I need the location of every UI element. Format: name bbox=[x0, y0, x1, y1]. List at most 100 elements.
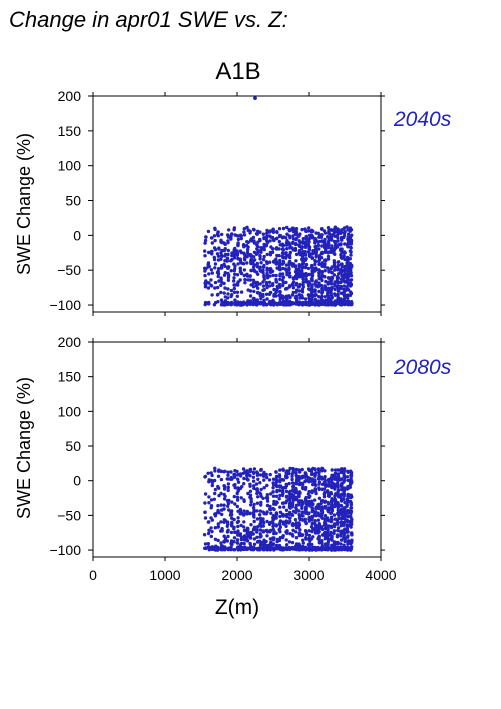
data-point bbox=[342, 467, 347, 471]
data-point bbox=[307, 296, 311, 300]
data-point bbox=[287, 241, 291, 245]
data-point bbox=[327, 480, 331, 485]
data-point bbox=[346, 281, 350, 285]
data-point bbox=[326, 489, 330, 493]
data-point bbox=[241, 302, 246, 307]
data-point bbox=[217, 266, 221, 271]
data-point bbox=[322, 476, 327, 481]
data-point bbox=[293, 518, 298, 522]
data-point bbox=[229, 259, 233, 263]
data-point bbox=[288, 236, 292, 240]
data-point bbox=[209, 516, 213, 520]
data-point bbox=[258, 509, 262, 513]
data-point bbox=[274, 502, 278, 506]
data-point bbox=[332, 524, 337, 529]
data-point bbox=[307, 499, 311, 504]
data-point bbox=[301, 240, 305, 244]
y-tick-label: −50 bbox=[57, 262, 81, 278]
data-point bbox=[215, 293, 220, 297]
data-point bbox=[240, 485, 244, 489]
data-point bbox=[317, 535, 321, 539]
data-point bbox=[248, 495, 252, 499]
x-tick-label: 2000 bbox=[221, 567, 252, 583]
data-point bbox=[230, 500, 234, 504]
data-point bbox=[265, 273, 270, 277]
data-point bbox=[324, 504, 328, 508]
data-point bbox=[270, 542, 275, 547]
data-point bbox=[342, 233, 347, 238]
data-point bbox=[274, 470, 278, 474]
data-point bbox=[232, 262, 236, 266]
data-point bbox=[319, 235, 324, 239]
data-point bbox=[310, 477, 314, 481]
data-point bbox=[280, 493, 285, 498]
data-point bbox=[311, 502, 315, 506]
data-point bbox=[332, 282, 337, 286]
data-point bbox=[340, 513, 344, 517]
data-point bbox=[219, 547, 223, 551]
data-point bbox=[219, 251, 223, 255]
data-point bbox=[280, 236, 285, 240]
data-point bbox=[307, 248, 311, 252]
data-point bbox=[346, 288, 350, 292]
data-point bbox=[301, 538, 305, 542]
data-point bbox=[281, 248, 285, 252]
data-point bbox=[287, 263, 291, 267]
data-point bbox=[236, 480, 241, 484]
data-point bbox=[284, 495, 289, 499]
data-point bbox=[242, 244, 246, 249]
data-point bbox=[261, 232, 266, 236]
data-point bbox=[232, 290, 237, 294]
data-point bbox=[236, 473, 240, 477]
data-point bbox=[332, 531, 336, 536]
data-point bbox=[297, 289, 302, 293]
data-point bbox=[304, 532, 309, 537]
data-point bbox=[287, 227, 291, 232]
data-point bbox=[339, 262, 343, 267]
data-point bbox=[242, 230, 246, 234]
data-point bbox=[277, 247, 281, 251]
data-point bbox=[213, 266, 217, 270]
data-point bbox=[326, 535, 330, 540]
data-point bbox=[242, 520, 246, 524]
data-point bbox=[265, 261, 269, 265]
data-point bbox=[233, 502, 237, 506]
data-point bbox=[209, 249, 214, 254]
data-point bbox=[307, 272, 311, 277]
data-point bbox=[339, 280, 343, 284]
data-point bbox=[332, 486, 337, 490]
data-point bbox=[236, 545, 240, 549]
data-point bbox=[297, 263, 301, 267]
data-point bbox=[258, 257, 262, 261]
data-point bbox=[219, 276, 223, 280]
data-point bbox=[268, 260, 272, 264]
data-point bbox=[310, 297, 314, 302]
data-point bbox=[236, 237, 241, 242]
data-point bbox=[333, 246, 337, 250]
data-point bbox=[339, 297, 343, 302]
data-point bbox=[261, 284, 266, 288]
data-point bbox=[209, 471, 213, 475]
data-point bbox=[293, 270, 298, 274]
data-point bbox=[336, 292, 340, 297]
data-point bbox=[213, 491, 217, 496]
data-point bbox=[310, 265, 314, 269]
data-point bbox=[251, 285, 256, 289]
data-point bbox=[209, 526, 213, 530]
data-point bbox=[251, 532, 255, 536]
data-point bbox=[274, 524, 278, 528]
data-point bbox=[330, 485, 334, 490]
data-point bbox=[294, 544, 298, 548]
x-tick-label: 4000 bbox=[365, 567, 396, 583]
data-point bbox=[209, 498, 214, 502]
data-point bbox=[265, 534, 269, 538]
y-tick-label: 100 bbox=[58, 403, 82, 419]
data-point bbox=[259, 503, 263, 507]
data-point bbox=[251, 278, 256, 282]
data-point bbox=[323, 262, 327, 266]
data-point bbox=[272, 238, 276, 242]
data-point bbox=[288, 466, 292, 471]
data-point bbox=[313, 474, 317, 478]
data-point bbox=[219, 303, 224, 307]
data-point bbox=[271, 247, 275, 251]
